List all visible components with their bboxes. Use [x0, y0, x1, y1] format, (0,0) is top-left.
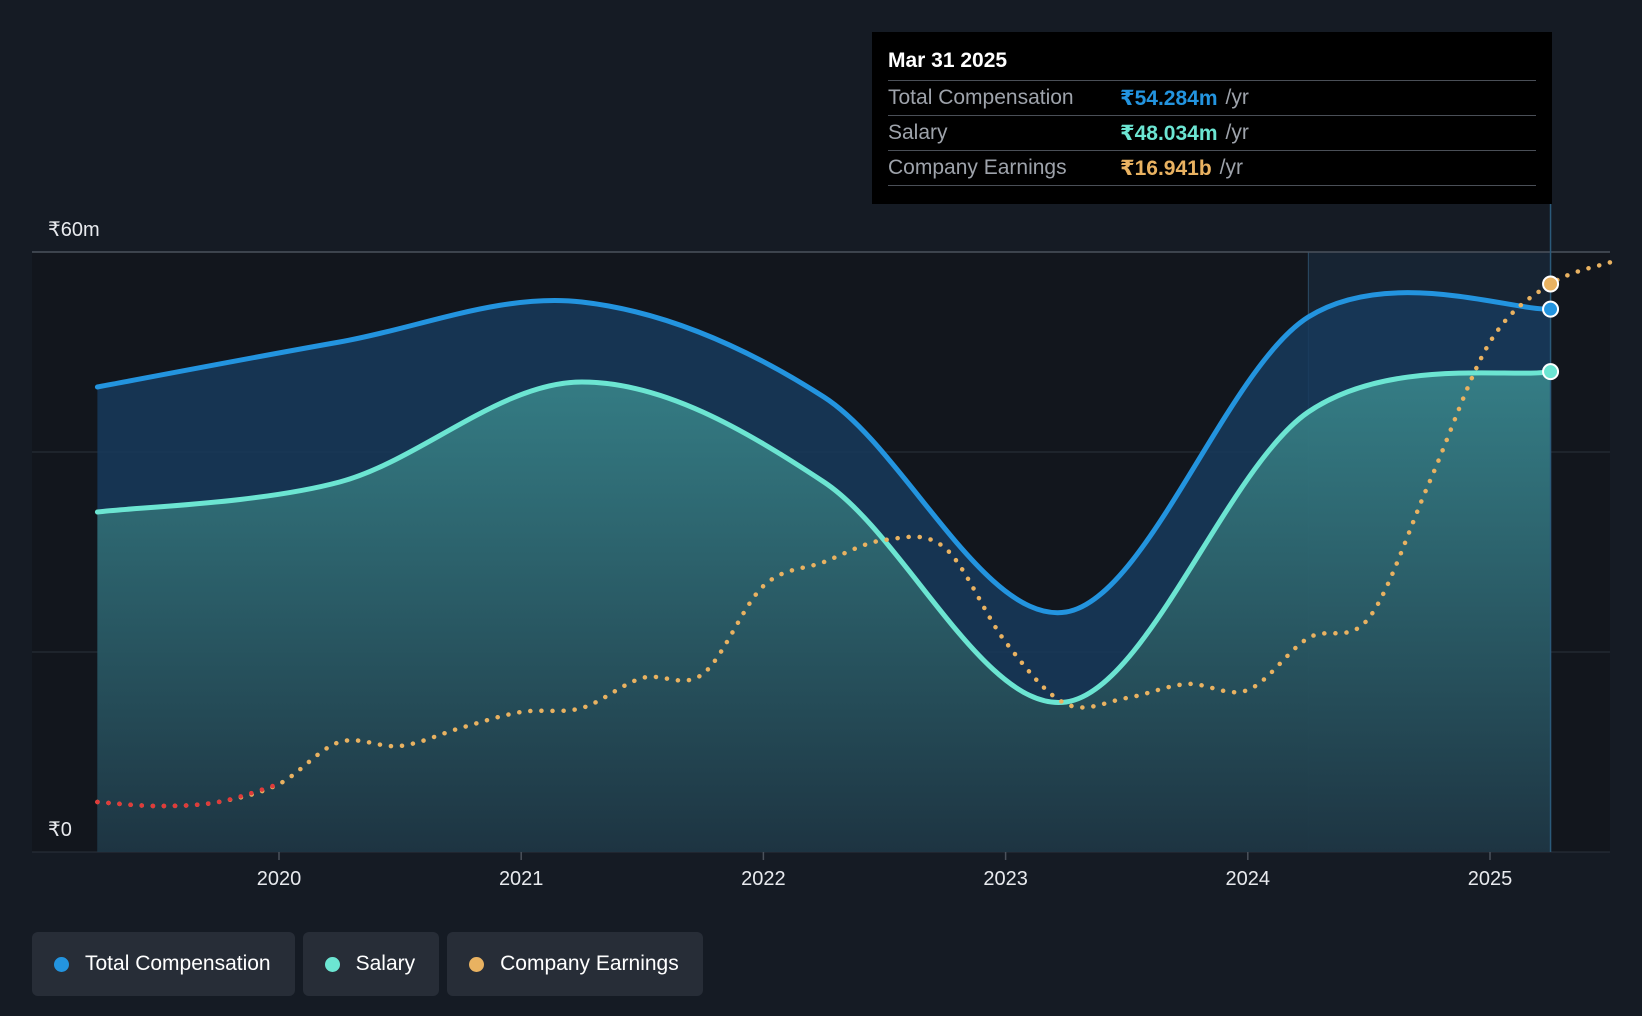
legend-label: Total Compensation [85, 952, 271, 975]
company-earnings-line [95, 259, 1614, 809]
salary-area [97, 371, 1551, 852]
tooltip-row-value: ₹48.034m [1120, 121, 1218, 145]
y-axis-bottom-label: ₹0 [48, 819, 72, 841]
x-tick-label: 2023 [983, 868, 1028, 890]
legend: Total Compensation Salary Company Earnin… [32, 932, 703, 996]
company-earnings-line-negative [95, 781, 282, 809]
tooltip-row-company-earnings: Company Earnings ₹16.941b /yr [888, 150, 1536, 186]
y-axis-top-label: ₹60m [48, 219, 100, 241]
tooltip-row-unit: /yr [1225, 86, 1249, 109]
tooltip-row-salary: Salary ₹48.034m /yr [888, 115, 1536, 150]
legend-label: Salary [355, 952, 416, 975]
legend-dot-icon [469, 956, 485, 972]
legend-dot-icon [324, 956, 340, 972]
legend-label: Company Earnings [500, 952, 679, 975]
legend-item-company-earnings[interactable]: Company Earnings [447, 932, 703, 996]
total-compensation-marker [1542, 300, 1560, 318]
legend-dot-icon [54, 956, 69, 972]
tooltip-row-unit: /yr [1225, 121, 1249, 144]
x-tick-label: 2022 [741, 868, 786, 890]
tooltip-row-label: Total Compensation [888, 86, 1074, 109]
tooltip-row-value: ₹16.941b [1120, 156, 1212, 180]
salary-marker [1542, 363, 1560, 381]
tooltip-row-label: Salary [888, 121, 948, 144]
legend-item-salary[interactable]: Salary [302, 932, 440, 996]
x-tick-label: 2020 [257, 868, 302, 890]
tooltip-row-value: ₹54.284m [1120, 86, 1218, 110]
tooltip-row-label: Company Earnings [888, 156, 1067, 179]
tooltip: Mar 31 2025 Total Compensation ₹54.284m … [872, 32, 1552, 204]
tooltip-date: Mar 31 2025 [888, 49, 1008, 72]
x-tick-label: 2021 [499, 868, 544, 890]
tooltip-row-unit: /yr [1219, 156, 1243, 179]
company-earnings-marker [1542, 275, 1560, 293]
total-compensation-line [94, 290, 1553, 616]
x-tick-label: 2024 [1226, 868, 1271, 890]
tooltip-row-total-compensation: Total Compensation ₹54.284m /yr [888, 80, 1536, 115]
salary-line [94, 369, 1553, 705]
legend-item-total-compensation[interactable]: Total Compensation [32, 932, 295, 996]
x-tick-label: 2025 [1468, 868, 1513, 890]
